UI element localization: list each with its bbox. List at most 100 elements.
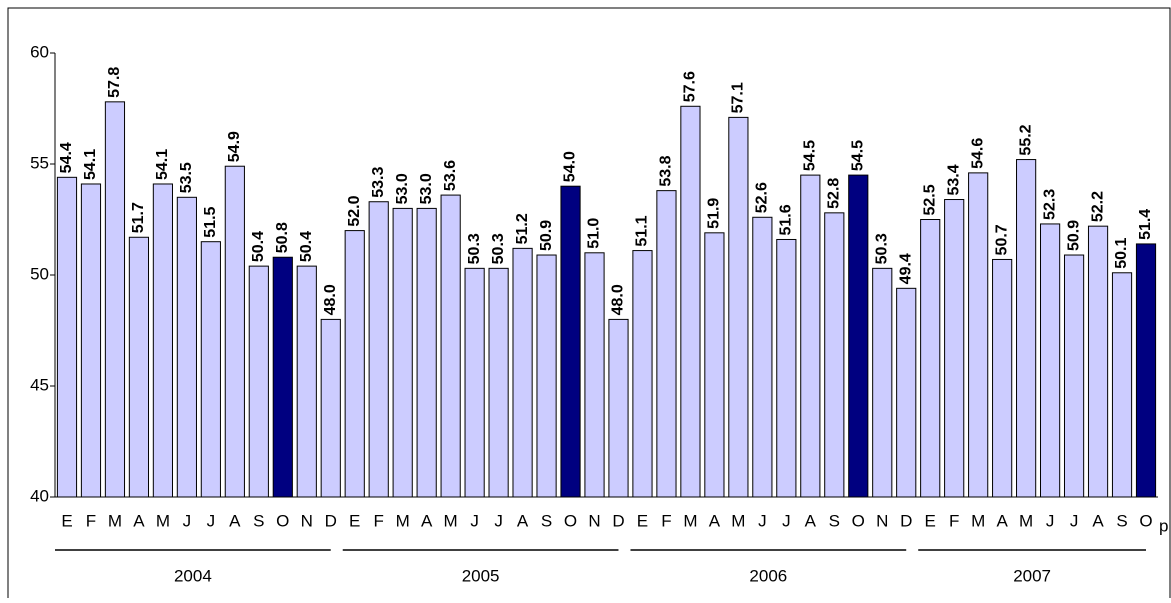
value-label: 51.2: [514, 213, 531, 244]
bar: [728, 116, 749, 498]
x-tick-label: J: [207, 511, 216, 530]
x-tick-label: F: [374, 511, 384, 530]
value-label: 51.5: [202, 206, 219, 237]
bar: [608, 318, 629, 498]
bar: [896, 287, 917, 498]
x-tick-label: D: [612, 511, 624, 530]
bar: [920, 219, 941, 498]
bar: [560, 185, 581, 498]
x-tick-label: A: [421, 511, 433, 530]
bar: [848, 174, 869, 498]
value-label: 50.9: [538, 220, 555, 251]
value-label: 51.0: [586, 218, 603, 249]
value-label: 52.3: [1041, 189, 1058, 220]
x-tick-label: J: [782, 511, 791, 530]
value-label: 54.1: [154, 149, 171, 180]
x-tick-label: D: [325, 511, 337, 530]
x-tick-label: S: [253, 511, 264, 530]
bar: [440, 194, 461, 498]
value-label: 51.7: [130, 202, 147, 233]
value-label: 54.5: [849, 140, 866, 171]
value-label: 50.1: [1113, 238, 1130, 269]
value-label: 52.2: [1089, 191, 1106, 222]
value-label: 55.2: [1017, 124, 1034, 155]
bar: [344, 230, 365, 498]
x-tick-label: M: [444, 511, 458, 530]
x-tick-label: A: [133, 511, 145, 530]
bar: [704, 232, 725, 498]
bar: [1111, 272, 1133, 498]
value-label: 53.0: [394, 173, 411, 204]
value-label: 53.6: [442, 160, 459, 191]
x-tick-label: A: [996, 511, 1008, 530]
bar: [200, 241, 221, 498]
value-label: 51.4: [1137, 209, 1154, 240]
value-label: 51.6: [778, 204, 795, 235]
bar: [248, 265, 269, 498]
x-tick-label: S: [829, 511, 840, 530]
value-label: 50.3: [466, 233, 483, 264]
value-label: 52.5: [921, 184, 938, 215]
x-tick-label: J: [1070, 511, 1079, 530]
year-label: 2006: [749, 566, 787, 585]
x-tick-label: J: [470, 511, 479, 530]
x-tick-label: N: [876, 511, 888, 530]
bar: [968, 172, 989, 498]
bar: [1135, 243, 1157, 498]
category-note: p: [1159, 516, 1168, 535]
bar: [104, 101, 126, 498]
x-tick-label: A: [1092, 511, 1104, 530]
value-label: 53.3: [370, 166, 387, 197]
value-label: 51.9: [706, 198, 723, 229]
x-tick-label: D: [900, 511, 912, 530]
value-label: 53.4: [945, 164, 962, 195]
x-tick-label: A: [709, 511, 721, 530]
y-tick-label: 55: [30, 153, 49, 172]
value-label: 49.4: [897, 253, 914, 284]
x-tick-label: J: [183, 511, 192, 530]
bar: [872, 267, 893, 498]
x-tick-label: O: [564, 511, 577, 530]
value-label: 53.0: [418, 173, 435, 204]
y-tick-label: 45: [30, 375, 49, 394]
x-tick-label: O: [276, 511, 289, 530]
bar: [824, 212, 845, 498]
value-label: 50.8: [274, 222, 291, 253]
bar: [464, 267, 485, 498]
x-tick-label: E: [925, 511, 936, 530]
bar: [1063, 254, 1085, 498]
bar: [656, 190, 677, 498]
bar: [632, 250, 653, 498]
x-tick-label: M: [1019, 511, 1033, 530]
value-label: 54.9: [226, 131, 243, 162]
x-tick-label: M: [108, 511, 122, 530]
value-label: 57.6: [682, 71, 699, 102]
value-label: 50.3: [490, 233, 507, 264]
value-label: 53.5: [178, 162, 195, 193]
value-label: 50.3: [873, 233, 890, 264]
x-tick-label: E: [637, 511, 648, 530]
bar: [152, 183, 173, 498]
x-tick-label: A: [229, 511, 241, 530]
x-tick-label: J: [494, 511, 503, 530]
bar: [992, 258, 1013, 498]
bar: [176, 196, 197, 498]
bar: [488, 267, 509, 498]
bar: [392, 207, 413, 498]
y-tick-label: 60: [30, 42, 49, 61]
value-label: 50.4: [298, 231, 315, 262]
bar: [56, 176, 78, 498]
value-label: 51.1: [634, 215, 651, 246]
bar: [800, 174, 821, 498]
y-tick-label: 50: [30, 264, 49, 283]
x-tick-label: O: [1139, 511, 1152, 530]
bar: [368, 201, 389, 498]
x-tick-label: F: [661, 511, 671, 530]
bar: [272, 256, 293, 498]
value-label: 50.4: [250, 231, 267, 262]
value-label: 54.0: [562, 151, 579, 182]
x-tick-label: M: [396, 511, 410, 530]
x-tick-label: O: [852, 511, 865, 530]
bar: [128, 236, 150, 498]
value-label: 52.6: [754, 182, 771, 213]
